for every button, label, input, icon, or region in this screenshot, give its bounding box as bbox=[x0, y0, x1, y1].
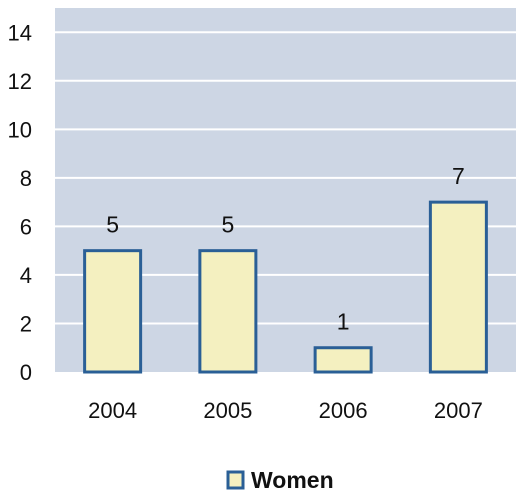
bar-2005 bbox=[198, 249, 258, 374]
x-axis-ticks: 2004 2005 2006 2007 bbox=[88, 398, 483, 423]
bar-2007 bbox=[428, 200, 488, 374]
y-tick-label: 6 bbox=[20, 214, 32, 239]
x-tick-label: 2004 bbox=[88, 398, 137, 423]
data-label-2006: 1 bbox=[337, 309, 350, 335]
x-tick-label: 2007 bbox=[434, 398, 483, 423]
bar-2004 bbox=[83, 249, 143, 374]
x-tick-label: 2005 bbox=[203, 398, 252, 423]
y-tick-label: 10 bbox=[8, 117, 32, 142]
data-labels: 5 5 1 7 bbox=[106, 163, 465, 335]
y-tick-label: 12 bbox=[8, 69, 32, 94]
bars bbox=[83, 200, 488, 374]
legend: Women bbox=[226, 467, 334, 493]
y-axis-ticks: 0 2 4 6 8 10 12 14 bbox=[8, 20, 32, 385]
data-label-2005: 5 bbox=[221, 212, 234, 238]
bar-2006 bbox=[313, 346, 373, 374]
legend-swatch-women bbox=[226, 470, 245, 490]
data-label-2004: 5 bbox=[106, 212, 119, 238]
x-tick-label: 2006 bbox=[319, 398, 368, 423]
data-label-2007: 7 bbox=[452, 163, 465, 189]
legend-label-women: Women bbox=[251, 467, 334, 493]
y-tick-label: 2 bbox=[20, 311, 32, 336]
y-tick-label: 8 bbox=[20, 166, 32, 191]
y-tick-label: 14 bbox=[8, 20, 32, 45]
y-tick-label: 4 bbox=[20, 263, 32, 288]
y-tick-label: 0 bbox=[20, 360, 32, 385]
